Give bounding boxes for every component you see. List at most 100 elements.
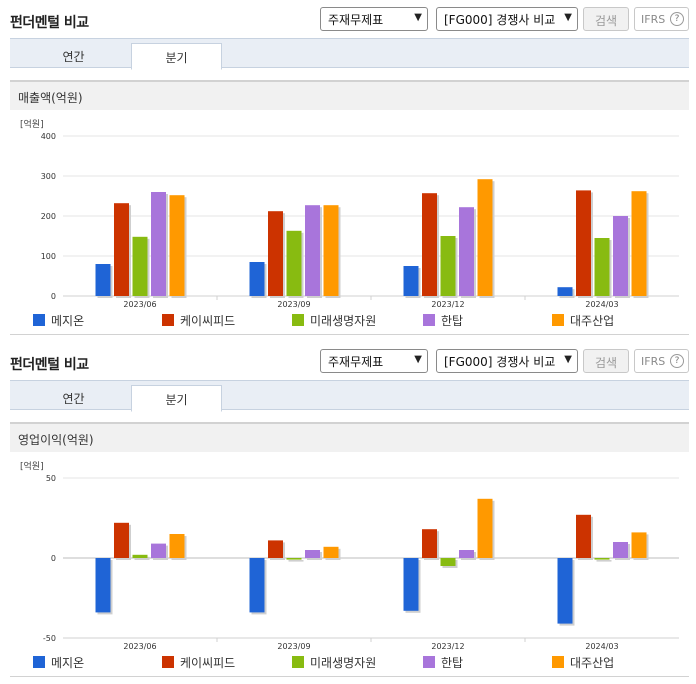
bar-shadow xyxy=(134,556,150,560)
legend-swatch xyxy=(552,314,564,326)
bar-shadow xyxy=(596,560,612,562)
bar-1-2023-09 xyxy=(249,558,265,613)
bar-3-2023-09 xyxy=(286,558,302,560)
legend-item[interactable]: 메지온 xyxy=(33,312,84,328)
legend-label: 한탑 xyxy=(441,656,464,670)
bar-5-2024-03 xyxy=(631,532,647,558)
legend-label: 미래생명자원 xyxy=(310,314,377,328)
ifrs-help-button[interactable]: IFRS ? xyxy=(634,7,689,31)
y-tick-label: 100 xyxy=(41,252,56,261)
tab-annual[interactable]: 연간 xyxy=(62,392,85,406)
bar-1-2023-12 xyxy=(403,558,419,611)
bar-2-2023-06 xyxy=(114,522,129,558)
bar-2-2023-12 xyxy=(422,193,437,296)
panel-title: 펀더멘털 비교 xyxy=(10,357,89,373)
fundamental-panel-revenue: 펀더멘털 비교 주재무제표 ▼ [FG000] 경쟁사 비교 ▼ 검색 IFRS… xyxy=(0,0,696,335)
compare-select-value: [FG000] 경쟁사 비교 xyxy=(444,355,556,369)
x-tick-label: 2023/12 xyxy=(431,300,464,309)
bar-2-2023-09 xyxy=(268,211,283,296)
statement-select-value: 주재무제표 xyxy=(328,355,384,369)
bar-5-2024-03 xyxy=(631,191,647,296)
search-button[interactable]: 검색 xyxy=(583,349,629,373)
chevron-down-icon: ▼ xyxy=(414,12,422,23)
y-tick-label: 400 xyxy=(41,132,56,141)
x-tick-label: 2023/06 xyxy=(123,300,156,309)
compare-select[interactable]: [FG000] 경쟁사 비교 ▼ xyxy=(436,349,578,373)
bar-4-2024-03 xyxy=(613,216,628,296)
legend-item[interactable]: 한탑 xyxy=(423,312,463,328)
legend-item[interactable]: 메지온 xyxy=(33,654,84,670)
y-tick-label: 300 xyxy=(41,172,56,181)
ifrs-label: IFRS xyxy=(641,13,666,26)
legend-swatch xyxy=(423,656,435,668)
legend-item[interactable]: 대주산업 xyxy=(552,654,614,670)
bar-4-2023-09 xyxy=(305,550,320,558)
panel-header: 펀더멘털 비교 주재무제표 ▼ [FG000] 경쟁사 비교 ▼ 검색 IFRS… xyxy=(0,342,696,380)
statement-select-value: 주재무제표 xyxy=(328,13,384,27)
statement-select[interactable]: 주재무제표 ▼ xyxy=(320,349,428,373)
x-tick-label: 2023/09 xyxy=(277,642,310,651)
unit-label: [억원] xyxy=(20,462,44,472)
bar-1-2023-09 xyxy=(249,262,265,296)
bar-5-2023-06 xyxy=(169,534,185,558)
y-tick-label: -50 xyxy=(43,634,56,643)
revenue-chart: 0 100 200 300 400 2023/06 2023/09 2023/12 2024/0… xyxy=(41,132,679,309)
legend-label: 대주산업 xyxy=(570,656,615,670)
bar-1-2023-06 xyxy=(95,558,111,613)
help-circle-icon: ? xyxy=(670,12,684,26)
bar-5-2023-09 xyxy=(323,546,339,558)
legend-swatch xyxy=(162,314,174,326)
bar-1-2024-03 xyxy=(557,287,573,296)
y-tick-label: 50 xyxy=(46,474,56,483)
compare-select[interactable]: [FG000] 경쟁사 비교 ▼ xyxy=(436,7,578,31)
legend-item[interactable]: 미래생명자원 xyxy=(292,654,376,670)
statement-select[interactable]: 주재무제표 ▼ xyxy=(320,7,428,31)
bar-5-2023-12 xyxy=(477,498,493,558)
bar-2-2024-03 xyxy=(576,514,591,558)
legend-swatch xyxy=(33,314,45,326)
legend-swatch xyxy=(423,314,435,326)
tab-quarter[interactable]: 분기 xyxy=(131,385,222,412)
bar-2-2023-06 xyxy=(114,203,129,296)
legend-item[interactable]: 케이씨피드 xyxy=(162,654,235,670)
period-tabs: 연간 분기 xyxy=(10,38,689,70)
bar-3-2023-12 xyxy=(440,558,456,566)
legend-item[interactable]: 미래생명자원 xyxy=(292,312,376,328)
bar-3-2023-12 xyxy=(440,236,456,296)
ifrs-help-button[interactable]: IFRS ? xyxy=(634,349,689,373)
divider xyxy=(10,334,689,335)
legend-swatch xyxy=(292,656,304,668)
chart-legend: 메지온 케이씨피드 미래생명자원 한탑 대주산업 xyxy=(0,312,696,330)
legend-swatch xyxy=(33,656,45,668)
tab-quarter[interactable]: 분기 xyxy=(131,43,222,70)
search-button[interactable]: 검색 xyxy=(583,7,629,31)
x-tick-label: 2024/03 xyxy=(585,300,618,309)
bar-1-2023-12 xyxy=(403,266,419,296)
bar-2-2023-09 xyxy=(268,540,283,558)
legend-item[interactable]: 한탑 xyxy=(423,654,463,670)
legend-item[interactable]: 케이씨피드 xyxy=(162,312,235,328)
bar-3-2023-09 xyxy=(286,230,302,296)
tab-annual[interactable]: 연간 xyxy=(62,50,85,64)
bar-4-2023-06 xyxy=(151,543,166,558)
legend-swatch xyxy=(162,656,174,668)
chevron-down-icon: ▼ xyxy=(564,354,572,365)
y-tick-label: 200 xyxy=(41,212,56,221)
legend-swatch xyxy=(552,656,564,668)
compare-select-value: [FG000] 경쟁사 비교 xyxy=(444,13,556,27)
chevron-down-icon: ▼ xyxy=(414,354,422,365)
legend-item[interactable]: 대주산업 xyxy=(552,312,614,328)
bar-5-2023-09 xyxy=(323,205,339,296)
legend-swatch xyxy=(292,314,304,326)
y-tick-label: 0 xyxy=(51,292,56,301)
bar-3-2023-06 xyxy=(132,236,148,296)
panel-title: 펀더멘털 비교 xyxy=(10,15,89,31)
help-circle-icon: ? xyxy=(670,354,684,368)
bar-shadow xyxy=(288,560,304,562)
bar-4-2023-12 xyxy=(459,207,474,296)
x-tick-label: 2024/03 xyxy=(585,642,618,651)
bar-3-2024-03 xyxy=(594,558,610,560)
y-tick-label: 0 xyxy=(51,554,56,563)
ifrs-label: IFRS xyxy=(641,355,666,368)
x-tick-label: 2023/09 xyxy=(277,300,310,309)
